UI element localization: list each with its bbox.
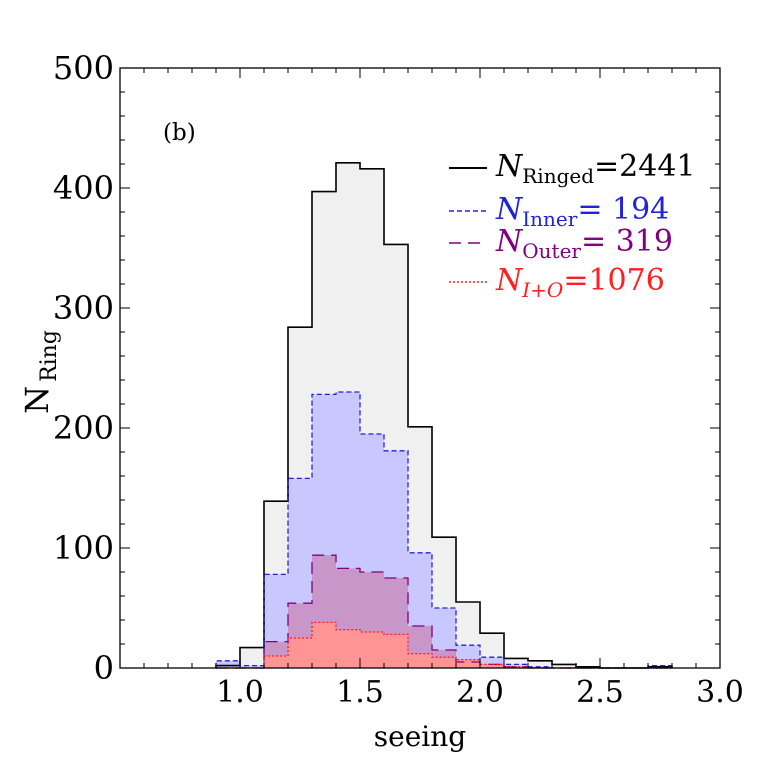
legend-count: =1076 <box>563 263 664 298</box>
legend-subscript: Inner <box>522 207 577 231</box>
io-bar <box>360 632 384 668</box>
legend-subscript: Outer <box>522 239 581 263</box>
y-tick-label: 200 <box>53 409 114 447</box>
ringed-bar <box>240 647 264 668</box>
x-tick-label: 2.0 <box>456 675 504 710</box>
inner-bar <box>216 660 240 668</box>
io-bar <box>336 629 360 668</box>
legend-subscript: I+O <box>521 278 563 302</box>
x-axis-label: seeing <box>374 720 466 753</box>
y-axis-label: N Ring <box>18 330 62 414</box>
panel-label: (b) <box>163 120 196 146</box>
y-tick-label: 500 <box>53 49 114 87</box>
io-bar <box>264 656 288 668</box>
io-bar <box>480 664 504 668</box>
axis-tick-labels: 0 100 200 300 400 500 1.0 1.5 2.0 2.5 3.0 <box>53 49 744 710</box>
io-histogram-line <box>216 621 672 669</box>
legend-symbol: N <box>495 263 524 298</box>
io-bar <box>288 638 312 668</box>
histogram-fills <box>216 162 672 669</box>
y-axis-label-sub: Ring <box>37 330 62 382</box>
inner-bar <box>240 665 264 668</box>
legend-count: =2441 <box>594 149 695 184</box>
outer-legend-label: NOuter= 319 <box>495 224 673 263</box>
legend-count: = 319 <box>581 224 673 259</box>
ringed-bar <box>528 660 552 668</box>
ringed-legend-label: NRinged=2441 <box>495 149 696 188</box>
inner-bar <box>480 657 504 668</box>
legend-symbol: N <box>495 149 524 184</box>
legend-count: = 194 <box>577 192 669 227</box>
y-tick-label: 100 <box>53 529 114 567</box>
inner-legend-label: NInner= 194 <box>495 192 669 231</box>
x-tick-label: 1.5 <box>336 675 384 710</box>
y-tick-label: 400 <box>53 169 114 207</box>
io-bar <box>432 657 456 668</box>
io-bar <box>384 634 408 668</box>
ringed-bar <box>504 658 528 668</box>
ringed-histogram-line <box>215 162 673 669</box>
y-tick-label: 300 <box>53 289 114 327</box>
io-bar <box>312 622 336 668</box>
y-tick-label: 0 <box>94 649 114 687</box>
x-tick-label: 3.0 <box>696 675 744 710</box>
legend-subscript: Ringed <box>522 164 594 188</box>
x-tick-label: 2.5 <box>576 675 624 710</box>
legend-symbol: N <box>495 224 524 259</box>
plot-frame <box>119 67 721 669</box>
y-axis-label-main: N <box>18 386 56 414</box>
io-legend-label: NI+O=1076 <box>495 263 665 302</box>
axis-ticks <box>119 67 721 669</box>
x-tick-label: 1.0 <box>216 675 264 710</box>
io-bar <box>456 659 480 668</box>
ringed-bar <box>552 664 576 668</box>
legend-symbol: N <box>495 192 524 227</box>
io-bar <box>408 653 432 668</box>
io-bars <box>264 622 528 668</box>
